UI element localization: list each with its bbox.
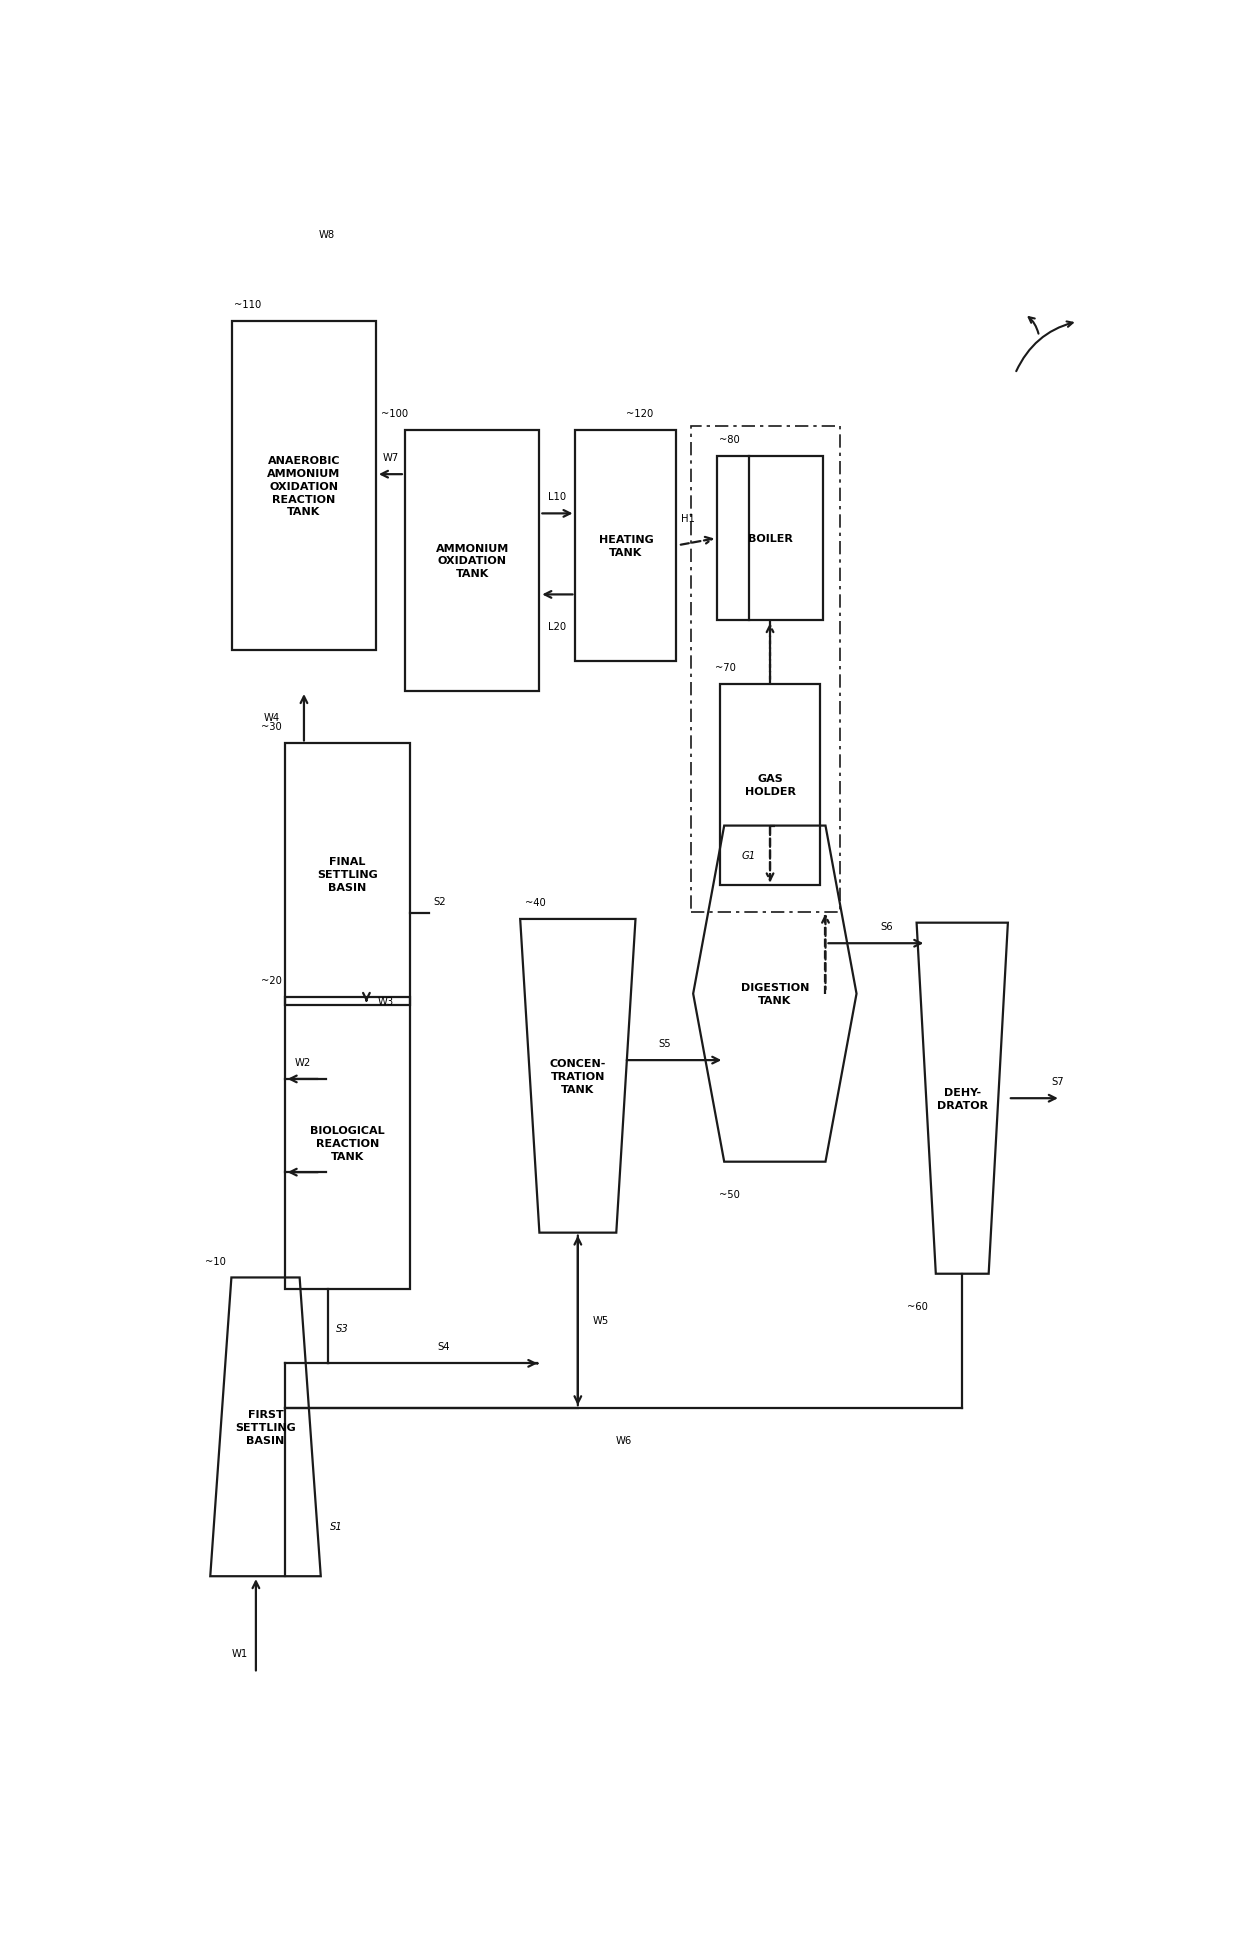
Text: BOILER: BOILER [748, 533, 792, 543]
Bar [232, 322, 376, 652]
Text: ~40: ~40 [525, 898, 546, 907]
Text: W8: W8 [319, 231, 335, 240]
Text: W7: W7 [382, 454, 398, 463]
Text: FINAL
SETTLING
BASIN: FINAL SETTLING BASIN [317, 857, 377, 892]
Bar [717, 458, 823, 620]
Text: ~110: ~110 [234, 301, 262, 310]
Text: S7: S7 [1052, 1076, 1064, 1086]
Text: W6: W6 [615, 1435, 631, 1445]
Bar [285, 745, 409, 1004]
Text: S3: S3 [336, 1324, 348, 1334]
Text: ~100: ~100 [381, 409, 408, 419]
Text: H1: H1 [681, 514, 696, 524]
Text: G1: G1 [742, 851, 755, 861]
Text: ~10: ~10 [206, 1256, 227, 1266]
Text: S5: S5 [658, 1039, 671, 1049]
Text: W3: W3 [378, 997, 394, 1006]
Text: S1: S1 [330, 1522, 343, 1532]
Text: FIRST
SETTLING
BASIN: FIRST SETTLING BASIN [236, 1410, 296, 1445]
Text: W1: W1 [232, 1648, 248, 1658]
Text: W2: W2 [295, 1057, 311, 1068]
Text: DIGESTION
TANK: DIGESTION TANK [740, 983, 808, 1006]
Bar [285, 999, 409, 1289]
Text: L10: L10 [548, 493, 567, 502]
Text: S4: S4 [436, 1342, 450, 1351]
Bar [719, 684, 821, 886]
Text: HEATING
TANK: HEATING TANK [599, 535, 653, 558]
Text: DEHY-
DRATOR: DEHY- DRATOR [936, 1088, 988, 1109]
Text: AMMONIUM
OXIDATION
TANK: AMMONIUM OXIDATION TANK [435, 543, 508, 580]
Bar [404, 430, 539, 692]
Text: BIOLOGICAL
REACTION
TANK: BIOLOGICAL REACTION TANK [310, 1127, 384, 1161]
Text: ~20: ~20 [260, 975, 281, 985]
Text: W5: W5 [593, 1317, 609, 1326]
Text: ANAEROBIC
AMMONIUM
OXIDATION
REACTION
TANK: ANAEROBIC AMMONIUM OXIDATION REACTION TA… [268, 456, 341, 518]
Text: ~30: ~30 [260, 721, 281, 733]
Text: ~50: ~50 [719, 1189, 740, 1200]
Bar [575, 430, 676, 661]
Text: ~120: ~120 [626, 409, 653, 419]
Bar [691, 427, 839, 913]
Text: W4: W4 [264, 714, 280, 723]
Text: ~70: ~70 [714, 663, 735, 673]
Text: CONCEN-
TRATION
TANK: CONCEN- TRATION TANK [549, 1059, 606, 1094]
Text: S6: S6 [880, 921, 893, 933]
Text: L20: L20 [548, 622, 567, 632]
Text: S2: S2 [434, 896, 446, 906]
Text: GAS
HOLDER: GAS HOLDER [744, 774, 796, 797]
Text: ~80: ~80 [719, 434, 740, 444]
Text: ~60: ~60 [906, 1301, 928, 1311]
